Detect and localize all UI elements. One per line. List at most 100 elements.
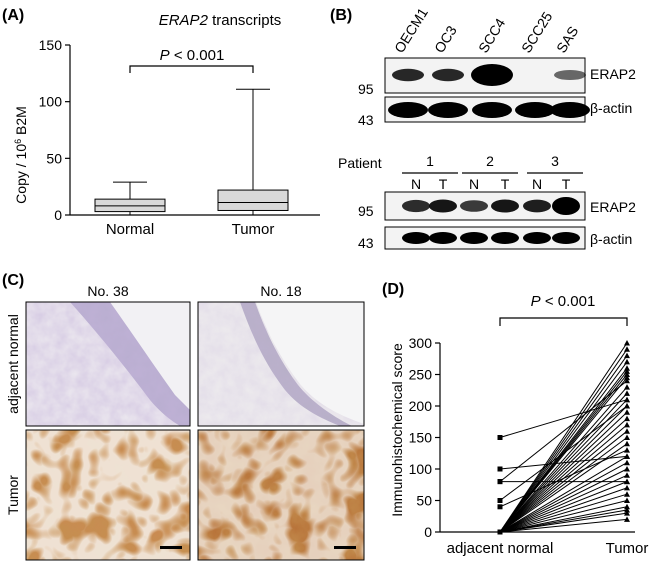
- blot-erap2-patients-bands: [402, 197, 580, 215]
- normal-point: [497, 504, 503, 510]
- panel-a-ylabel: Copy / 106 B2M: [13, 106, 29, 204]
- actin-band: [472, 102, 512, 118]
- tumor-point: [624, 472, 630, 478]
- actin-band: [550, 102, 590, 118]
- panel-c-label: (C): [2, 272, 24, 289]
- tumor-point: [624, 506, 630, 513]
- erap2-band: [552, 197, 580, 215]
- tumor-point: [624, 409, 630, 415]
- case-label-38: No. 38: [87, 283, 128, 299]
- pair-line: [499, 377, 628, 533]
- normal-point: [497, 498, 503, 503]
- mw95-label-2: 95: [358, 203, 374, 219]
- actin-band: [429, 232, 457, 244]
- pair-line: [499, 393, 628, 533]
- nt-label: N: [469, 176, 479, 192]
- erap2-label-1: ERAP2: [590, 66, 636, 82]
- case-label-18: No. 18: [260, 283, 301, 299]
- erap2-band: [523, 199, 551, 213]
- y-tick-label: 250: [409, 367, 433, 383]
- pair-line: [499, 518, 628, 533]
- panel-a: (A) ERAP2 transcripts Copy / 106 B2M 0 50…: [2, 7, 320, 238]
- tumor-point: [624, 352, 630, 359]
- normal-point: [497, 466, 503, 472]
- tumor-point: [624, 440, 630, 447]
- y-tick-label: 0: [424, 524, 432, 540]
- erap2-band: [460, 200, 488, 212]
- y-tick-label: 0: [54, 207, 62, 223]
- patient-label: Patient: [338, 155, 382, 171]
- erap2-label-2: ERAP2: [590, 199, 636, 215]
- panel-a-label: (A): [2, 7, 24, 24]
- tumor-point: [624, 434, 630, 440]
- scale-bar-left: [160, 546, 182, 549]
- tumor-point: [624, 415, 630, 422]
- pair-line: [499, 411, 628, 533]
- row-label-adjacent-normal: adjacent normal: [5, 314, 21, 414]
- tumor-point: [624, 484, 630, 491]
- panel-c: (C) No. 38 No. 18 adjacent normal Tumor: [2, 272, 365, 561]
- erap2-band: [491, 199, 519, 213]
- panel-d-paired-lines: [497, 340, 630, 535]
- pair-line: [499, 355, 628, 533]
- row-label-tumor: Tumor: [5, 475, 21, 515]
- actin-band: [491, 232, 519, 244]
- x-category-label: Tumor: [232, 221, 275, 238]
- tumor-point: [624, 459, 630, 466]
- tumor-point: [624, 478, 630, 485]
- tumor-point: [624, 384, 630, 390]
- tumor-point: [624, 497, 630, 503]
- nt-label: T: [439, 176, 448, 192]
- pair-line: [499, 361, 628, 533]
- actin-label-1: β-actin: [590, 100, 632, 116]
- pair-line: [499, 437, 628, 533]
- mw43-label-1: 43: [358, 112, 374, 128]
- panel-a-yaxis: 0 50 100 150: [39, 37, 320, 223]
- y-tick-label: 50: [416, 493, 432, 509]
- nt-label: T: [562, 176, 571, 192]
- actin-band: [428, 102, 468, 118]
- tumor-point: [624, 428, 630, 434]
- erap2-band: [402, 199, 430, 213]
- tumor-point: [624, 346, 630, 352]
- micrograph-no38-tumor: [26, 430, 190, 560]
- erap2-band: [429, 199, 457, 213]
- y-tick-label: 100: [39, 94, 63, 110]
- panel-a-title: ERAP2 transcripts: [159, 12, 282, 29]
- pair-line: [499, 399, 628, 533]
- tumor-point: [624, 491, 630, 497]
- mw43-label-2: 43: [358, 235, 374, 251]
- y-tick-label: 100: [409, 461, 433, 477]
- tumor-point: [624, 510, 630, 516]
- tumor-point: [624, 516, 630, 522]
- pair-line: [499, 462, 628, 533]
- erap2-band: [471, 64, 513, 86]
- pair-line: [499, 349, 628, 533]
- actin-label-2: β-actin: [590, 231, 632, 247]
- actin-band: [460, 232, 488, 244]
- pair-line: [499, 512, 628, 533]
- pair-line: [499, 474, 628, 533]
- pair-line: [499, 399, 628, 438]
- panel-a-significance: P < 0.001: [129, 47, 254, 73]
- patient-number: 3: [551, 153, 559, 169]
- nt-label: T: [501, 176, 510, 192]
- patient-groups: 1 2 3N T N T N T: [402, 153, 583, 192]
- y-tick-label: 200: [409, 398, 433, 414]
- actin-band: [523, 232, 551, 244]
- x-category-label: Normal: [106, 221, 154, 238]
- scale-bar-right: [334, 546, 356, 549]
- box-tumor: [217, 189, 289, 211]
- box-normal: [94, 198, 166, 213]
- panel-d-yaxis: 0 50 100 150 200 250 300: [409, 335, 635, 540]
- x-category-label: adjacent normal: [447, 540, 554, 557]
- nt-label: N: [532, 176, 542, 192]
- patient-number: 2: [486, 153, 494, 169]
- pair-line: [499, 506, 628, 533]
- panel-d-significance: P < 0.001: [499, 293, 628, 326]
- actin-band: [515, 102, 555, 118]
- pair-line: [499, 500, 628, 533]
- tumor-point: [624, 358, 630, 365]
